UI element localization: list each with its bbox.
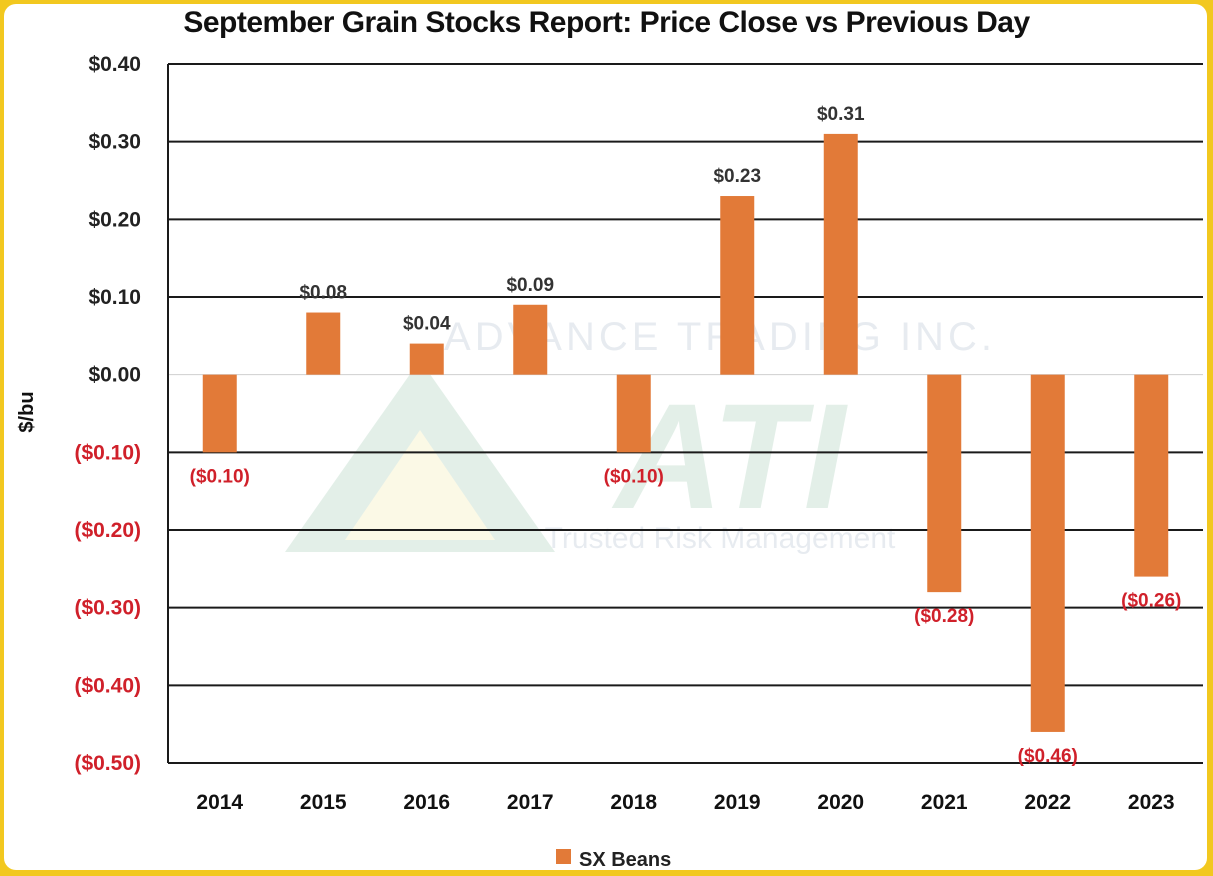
gridlines [167, 63, 1203, 764]
watermark-tagline: Trusted Risk Management [545, 522, 896, 555]
data-label-2023: ($0.26) [1121, 591, 1181, 612]
y-axis-label: $/bu [16, 391, 38, 432]
data-label-2018: ($0.10) [604, 466, 664, 487]
y-tick-label: $0.10 [88, 286, 141, 309]
y-tick-label: $0.20 [88, 208, 141, 231]
data-label-2015: $0.08 [299, 283, 347, 304]
bar-2022 [1030, 374, 1065, 732]
legend-label: SX Beans [579, 849, 671, 871]
data-label-2014: ($0.10) [190, 466, 250, 487]
x-tick-label: 2017 [507, 791, 554, 814]
x-tick-label: 2018 [610, 791, 657, 814]
x-tick-label: 2022 [1024, 791, 1071, 814]
y-tick-label: ($0.10) [74, 441, 141, 464]
y-axis-ticks: $0.40 $0.30 $0.20 $0.10 $0.00 ($0.10) ($0.20) (… [74, 53, 141, 775]
bars [202, 133, 1169, 732]
x-tick-label: 2015 [300, 791, 347, 814]
bar-2015 [306, 312, 341, 375]
bar-2023 [1134, 374, 1169, 577]
data-label-2016: $0.04 [403, 314, 451, 335]
bar-2017 [513, 304, 548, 375]
bar-2016 [409, 343, 444, 375]
y-tick-label: ($0.50) [74, 752, 141, 775]
y-tick-label: $0.30 [88, 131, 141, 154]
data-label-2022: ($0.46) [1018, 746, 1078, 767]
data-label-2020: $0.31 [817, 104, 865, 125]
bar-2021 [927, 374, 962, 593]
legend: SX Beans [556, 849, 671, 871]
data-label-2021: ($0.28) [914, 606, 974, 627]
legend-swatch [556, 849, 571, 864]
data-labels: ($0.10) $0.08 $0.04 $0.09 ($0.10) $0.23 $0.31 (… [190, 104, 1182, 767]
x-axis-ticks: 2014 2015 2016 2017 2018 2019 2020 2021 2022 2023 [196, 791, 1174, 814]
y-tick-label: ($0.20) [74, 519, 141, 542]
bar-2019 [720, 196, 755, 375]
y-tick-label: ($0.40) [74, 674, 141, 697]
bar-2020 [823, 133, 858, 375]
x-tick-label: 2023 [1128, 791, 1175, 814]
y-tick-label: $0.40 [88, 53, 141, 76]
y-tick-label: ($0.30) [74, 597, 141, 620]
bar-2014 [202, 374, 237, 453]
bar-2018 [616, 374, 651, 453]
data-label-2019: $0.23 [713, 166, 761, 187]
y-tick-label: $0.00 [88, 364, 141, 387]
x-tick-label: 2019 [714, 791, 761, 814]
x-tick-label: 2014 [196, 791, 243, 814]
chart-title: September Grain Stocks Report: Price Clo… [183, 6, 1030, 39]
data-label-2017: $0.09 [506, 275, 554, 296]
x-tick-label: 2020 [817, 791, 864, 814]
x-tick-label: 2021 [921, 791, 968, 814]
x-tick-label: 2016 [403, 791, 450, 814]
